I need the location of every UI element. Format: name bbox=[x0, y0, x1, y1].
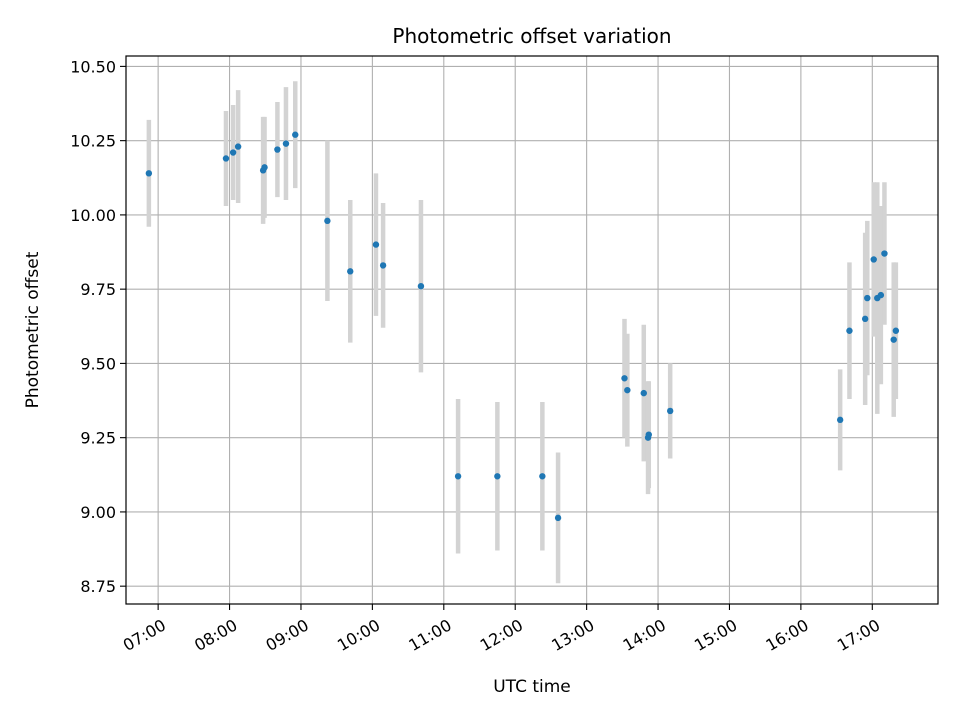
data-point bbox=[494, 473, 501, 480]
data-point bbox=[846, 327, 853, 334]
y-tick-label: 9.25 bbox=[80, 429, 116, 448]
data-point bbox=[417, 282, 425, 290]
data-point bbox=[372, 241, 380, 248]
data-point bbox=[554, 514, 562, 522]
data-point bbox=[666, 407, 674, 415]
data-point bbox=[261, 164, 268, 171]
data-point bbox=[282, 140, 290, 147]
data-point bbox=[864, 294, 871, 302]
plot-frame bbox=[125, 55, 939, 605]
data-point bbox=[454, 473, 462, 480]
y-tick-label: 9.75 bbox=[80, 280, 116, 299]
data-point bbox=[640, 389, 647, 397]
x-axis-title: UTC time bbox=[493, 677, 571, 697]
y-axis: 8.75 9.00 9.25 9.50 9.75 10.00 10.25 10.50 bbox=[70, 57, 126, 596]
data-point bbox=[324, 217, 331, 225]
data-point bbox=[645, 431, 652, 438]
data-point bbox=[347, 268, 354, 275]
grid bbox=[126, 56, 938, 604]
data-point bbox=[229, 149, 237, 156]
data-point bbox=[624, 386, 631, 394]
data-point bbox=[892, 327, 900, 334]
data-point bbox=[836, 416, 844, 424]
data-points bbox=[145, 131, 900, 522]
data-point bbox=[621, 375, 628, 382]
data-point bbox=[292, 131, 299, 138]
y-tick-label: 10.00 bbox=[70, 206, 116, 225]
data-point bbox=[861, 315, 869, 323]
data-point bbox=[222, 155, 230, 162]
y-tick-label: 8.75 bbox=[80, 577, 116, 596]
data-point bbox=[881, 250, 888, 257]
data-point bbox=[274, 146, 281, 153]
chart-title: Photometric offset variation bbox=[392, 24, 671, 48]
y-tick-label: 9.50 bbox=[80, 354, 116, 373]
y-axis-title: Photometric offset bbox=[23, 251, 43, 408]
y-tick-label: 10.50 bbox=[70, 57, 116, 76]
data-point bbox=[234, 143, 242, 150]
data-point bbox=[539, 473, 546, 480]
y-tick-label: 10.25 bbox=[70, 132, 116, 151]
data-point bbox=[877, 291, 885, 299]
y-tick-label: 9.00 bbox=[80, 503, 116, 522]
data-point bbox=[890, 336, 897, 343]
data-point bbox=[870, 256, 877, 263]
data-point bbox=[145, 170, 153, 177]
data-point bbox=[379, 262, 387, 269]
